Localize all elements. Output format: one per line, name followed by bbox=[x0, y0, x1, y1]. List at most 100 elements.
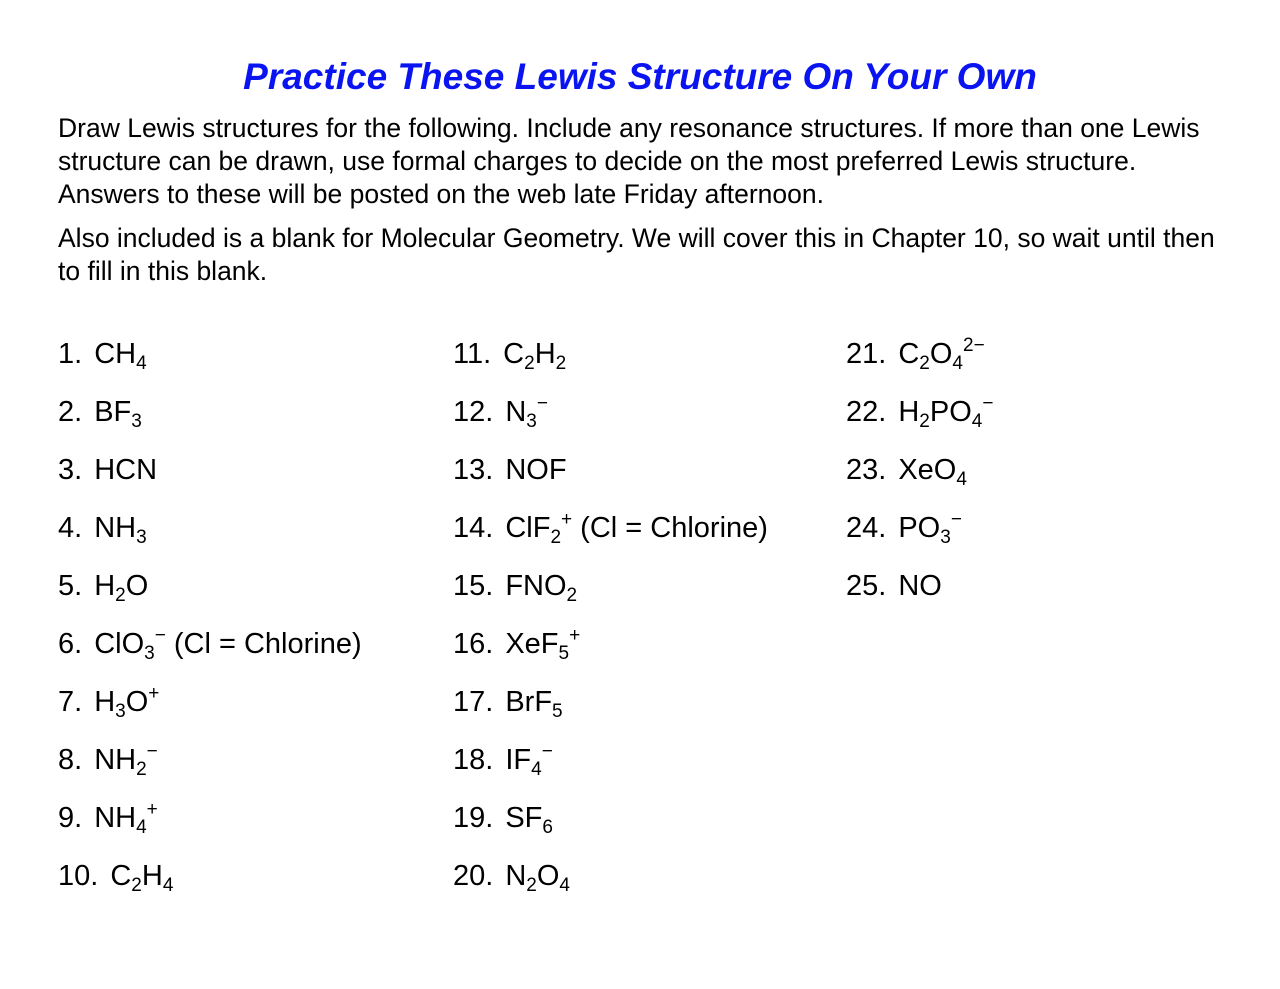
formula-charge: − bbox=[154, 625, 166, 646]
formula-subscript: 5 bbox=[558, 643, 570, 664]
problem-item: 18. IF4− bbox=[453, 742, 768, 800]
problem-number: 8. bbox=[58, 744, 83, 776]
problem-number: 1. bbox=[58, 338, 83, 370]
problem-number: 17. bbox=[453, 686, 494, 718]
chemical-formula: XeO4 bbox=[898, 454, 967, 489]
problem-number: 9. bbox=[58, 802, 83, 834]
problem-item: 10. C2H4 bbox=[58, 858, 362, 916]
chemical-formula: NH3 bbox=[94, 512, 146, 547]
formula-subscript: 2 bbox=[919, 411, 930, 432]
formula-text: PO bbox=[898, 512, 941, 544]
chemical-formula: N2O4 bbox=[505, 860, 570, 895]
problem-item: 13. NOF bbox=[453, 452, 768, 510]
problem-number: 15. bbox=[453, 570, 494, 602]
formula-subscript: 3 bbox=[144, 643, 155, 664]
formula-subscript: 2 bbox=[555, 353, 567, 374]
formula-text: O bbox=[125, 686, 149, 718]
formula-subscript: 3 bbox=[940, 527, 951, 548]
problem-item: 25. NO bbox=[846, 568, 993, 626]
formula-text: C bbox=[898, 338, 920, 370]
formula-charge: − bbox=[982, 393, 994, 414]
formula-text: CH bbox=[94, 338, 137, 370]
formula-subscript: 3 bbox=[131, 411, 142, 432]
problem-column-1: 1. CH4 2. BF3 3. HCN 4. NH3 5. H2O 6. ClO3− (Cl = C… bbox=[58, 336, 362, 916]
formula-charge: + bbox=[146, 799, 158, 820]
problem-item: 16. XeF5+ bbox=[453, 626, 768, 684]
problem-number: 20. bbox=[453, 860, 494, 892]
formula-text: NH bbox=[94, 802, 137, 834]
formula-text: ClF bbox=[505, 512, 551, 544]
problem-number: 23. bbox=[846, 454, 887, 486]
problem-number: 4. bbox=[58, 512, 83, 544]
formula-subscript: 2 bbox=[526, 875, 537, 896]
formula-subscript: 2 bbox=[115, 585, 126, 606]
problem-number: 14. bbox=[453, 512, 494, 544]
problem-column-3: 21. C2O42− 22. H2PO4− 23. XeO4 24. PO3− 25. NO bbox=[846, 336, 993, 626]
chemical-formula: H2O bbox=[94, 570, 148, 605]
page-title: Practice These Lewis Structure On Your O… bbox=[243, 56, 1037, 97]
formula-subscript: 3 bbox=[136, 527, 147, 548]
problem-number: 7. bbox=[58, 686, 83, 718]
problem-number: 16. bbox=[453, 628, 494, 660]
chemical-formula: C2O42− bbox=[898, 335, 985, 373]
problem-number: 24. bbox=[846, 512, 887, 544]
formula-text: NH bbox=[94, 744, 137, 776]
chemical-formula: N3− bbox=[505, 393, 548, 431]
problem-item: 4. NH3 bbox=[58, 510, 362, 568]
formula-subscript: 3 bbox=[115, 701, 126, 722]
problem-item: 22. H2PO4− bbox=[846, 394, 993, 452]
formula-subscript: 4 bbox=[956, 469, 967, 490]
problem-number: 18. bbox=[453, 744, 494, 776]
chemical-formula: SF6 bbox=[505, 802, 553, 837]
formula-subscript: 4 bbox=[971, 411, 983, 432]
chemical-formula: H2PO4− bbox=[898, 393, 994, 431]
formula-text: (Cl = Chlorine) bbox=[572, 512, 768, 544]
formula-text: NH bbox=[94, 512, 137, 544]
formula-text: C bbox=[503, 338, 525, 370]
chemical-formula: ClO3− (Cl = Chlorine) bbox=[94, 625, 362, 663]
problem-item: 19. SF6 bbox=[453, 800, 768, 858]
formula-text: H bbox=[94, 570, 116, 602]
formula-text: BF bbox=[94, 396, 132, 428]
chemical-formula: BF3 bbox=[94, 396, 142, 431]
problem-item: 21. C2O42− bbox=[846, 336, 993, 394]
problem-number: 2. bbox=[58, 396, 83, 428]
formula-text: H bbox=[94, 686, 116, 718]
problem-item: 23. XeO4 bbox=[846, 452, 993, 510]
chemical-formula: NH2− bbox=[94, 741, 158, 779]
chemical-formula: CH4 bbox=[94, 338, 146, 373]
formula-subscript: 2 bbox=[136, 759, 147, 780]
formula-text: SF bbox=[505, 802, 543, 834]
problem-item: 2. BF3 bbox=[58, 394, 362, 452]
problem-number: 10. bbox=[58, 860, 99, 892]
problem-item: 1. CH4 bbox=[58, 336, 362, 394]
problem-number: 13. bbox=[453, 454, 494, 486]
formula-subscript: 2 bbox=[566, 585, 578, 606]
formula-charge: − bbox=[950, 509, 962, 530]
problem-item: 8. NH2− bbox=[58, 742, 362, 800]
formula-text: XeF bbox=[505, 628, 559, 660]
formula-text: BrF bbox=[505, 686, 553, 718]
formula-subscript: 4 bbox=[531, 759, 542, 780]
problem-number: 19. bbox=[453, 802, 494, 834]
problem-item: 11. C2H2 bbox=[453, 336, 768, 394]
problem-item: 9. NH4+ bbox=[58, 800, 362, 858]
formula-subscript: 5 bbox=[552, 701, 563, 722]
formula-subscript: 4 bbox=[162, 875, 174, 896]
formula-subscript: 2 bbox=[919, 353, 930, 374]
chemical-formula: FNO2 bbox=[505, 570, 577, 605]
formula-charge: + bbox=[569, 625, 581, 646]
problem-item: 14. ClF2+ (Cl = Chlorine) bbox=[453, 510, 768, 568]
formula-text: H bbox=[898, 396, 920, 428]
formula-charge: 2− bbox=[963, 335, 985, 356]
formula-text: NOF bbox=[505, 454, 567, 486]
chemical-formula: XeF5+ bbox=[505, 625, 581, 663]
formula-text: PO bbox=[929, 396, 972, 428]
formula-text: (Cl = Chlorine) bbox=[165, 628, 362, 660]
chemical-formula: H3O+ bbox=[94, 684, 159, 721]
problem-item: 24. PO3− bbox=[846, 510, 993, 568]
formula-charge: − bbox=[536, 393, 548, 414]
formula-subscript: 3 bbox=[526, 411, 537, 432]
formula-charge: − bbox=[146, 741, 158, 762]
chemical-formula: C2H2 bbox=[503, 338, 566, 373]
